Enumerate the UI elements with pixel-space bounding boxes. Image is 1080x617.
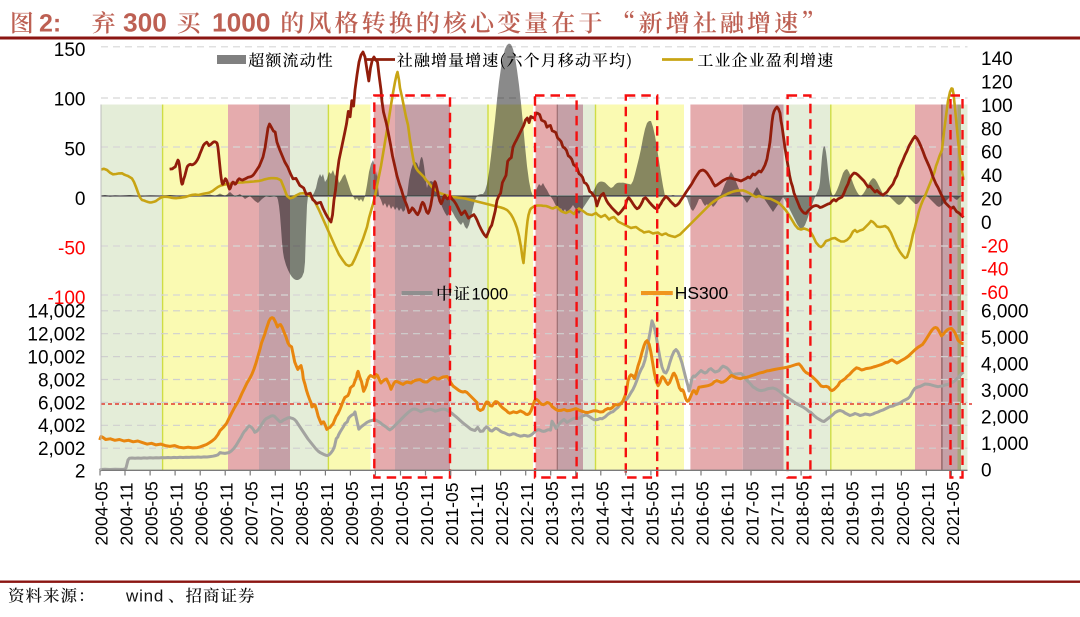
- svg-text:2019-11: 2019-11: [868, 483, 888, 546]
- svg-text:wind: wind: [125, 587, 164, 606]
- svg-text:2005-11: 2005-11: [167, 483, 187, 546]
- svg-text:2: 2: [75, 462, 86, 483]
- svg-text:-100: -100: [47, 288, 85, 309]
- svg-text:2009-11: 2009-11: [367, 483, 387, 546]
- svg-text:6,002: 6,002: [38, 393, 86, 414]
- svg-text:6,000: 6,000: [981, 302, 1029, 323]
- svg-text:2021-05: 2021-05: [943, 481, 963, 545]
- svg-text:2017-11: 2017-11: [768, 483, 788, 546]
- svg-text:150: 150: [54, 40, 86, 61]
- svg-text:2015-11: 2015-11: [667, 483, 687, 546]
- svg-text:80: 80: [981, 119, 1002, 140]
- svg-text:2013-11: 2013-11: [567, 483, 587, 546]
- svg-text:2009-05: 2009-05: [342, 481, 362, 545]
- svg-text:2018-05: 2018-05: [793, 481, 813, 545]
- svg-text:2008-05: 2008-05: [292, 481, 312, 545]
- svg-text:2007-11: 2007-11: [267, 483, 287, 546]
- svg-text:2020-05: 2020-05: [893, 481, 913, 545]
- svg-text:4,002: 4,002: [38, 416, 86, 437]
- svg-text:-20: -20: [981, 236, 1008, 257]
- svg-text:2,000: 2,000: [981, 408, 1029, 429]
- svg-text:2014-05: 2014-05: [592, 481, 612, 545]
- svg-text:0: 0: [75, 189, 86, 210]
- svg-text:5,000: 5,000: [981, 328, 1029, 349]
- svg-text:2018-11: 2018-11: [818, 483, 838, 546]
- svg-text:2011-11: 2011-11: [467, 484, 487, 546]
- svg-text:60: 60: [981, 143, 1002, 164]
- svg-text:-50: -50: [58, 239, 85, 260]
- svg-text:2017-05: 2017-05: [743, 481, 763, 545]
- svg-text:-60: -60: [981, 283, 1008, 304]
- svg-text:2020-11: 2020-11: [918, 483, 938, 546]
- svg-text:2005-05: 2005-05: [142, 481, 162, 545]
- svg-text:140: 140: [981, 49, 1013, 70]
- svg-text:120: 120: [981, 73, 1013, 94]
- svg-text:50: 50: [64, 139, 85, 160]
- svg-text:2012-11: 2012-11: [517, 483, 537, 546]
- svg-text:100: 100: [981, 96, 1013, 117]
- svg-text:2004-05: 2004-05: [92, 481, 112, 545]
- svg-text:2013-05: 2013-05: [542, 481, 562, 545]
- svg-text:14,002: 14,002: [27, 302, 85, 323]
- svg-text:2010-11: 2010-11: [417, 483, 437, 546]
- svg-text:40: 40: [981, 166, 1002, 187]
- svg-text:2006-11: 2006-11: [217, 483, 237, 546]
- svg-text:2007-05: 2007-05: [242, 481, 262, 545]
- svg-text:2012-05: 2012-05: [492, 481, 512, 545]
- svg-text:HS300: HS300: [675, 283, 729, 303]
- svg-text:2016-11: 2016-11: [718, 483, 738, 546]
- svg-text:2019-05: 2019-05: [843, 481, 863, 545]
- svg-text:8,002: 8,002: [38, 370, 86, 391]
- svg-text:-40: -40: [981, 260, 1008, 281]
- svg-text:1,000: 1,000: [981, 434, 1029, 455]
- svg-text:2015-05: 2015-05: [642, 481, 662, 545]
- svg-text:2014-11: 2014-11: [617, 483, 637, 546]
- svg-text:0: 0: [981, 213, 992, 234]
- svg-text:2010-05: 2010-05: [392, 481, 412, 545]
- svg-text:2,002: 2,002: [38, 439, 86, 460]
- svg-text:100: 100: [54, 90, 86, 111]
- svg-text:12,002: 12,002: [27, 325, 85, 346]
- svg-text:10,002: 10,002: [27, 348, 85, 369]
- svg-text:20: 20: [981, 190, 1002, 211]
- svg-text:2004-11: 2004-11: [117, 483, 137, 546]
- svg-text:2016-05: 2016-05: [693, 481, 713, 545]
- svg-text:2011-05: 2011-05: [442, 483, 462, 546]
- svg-text:4,000: 4,000: [981, 355, 1029, 376]
- svg-text:0: 0: [981, 461, 992, 482]
- svg-text:1000: 1000: [472, 286, 509, 304]
- svg-text:3,000: 3,000: [981, 381, 1029, 402]
- svg-text:2006-05: 2006-05: [192, 481, 212, 545]
- svg-text:2008-11: 2008-11: [317, 483, 337, 546]
